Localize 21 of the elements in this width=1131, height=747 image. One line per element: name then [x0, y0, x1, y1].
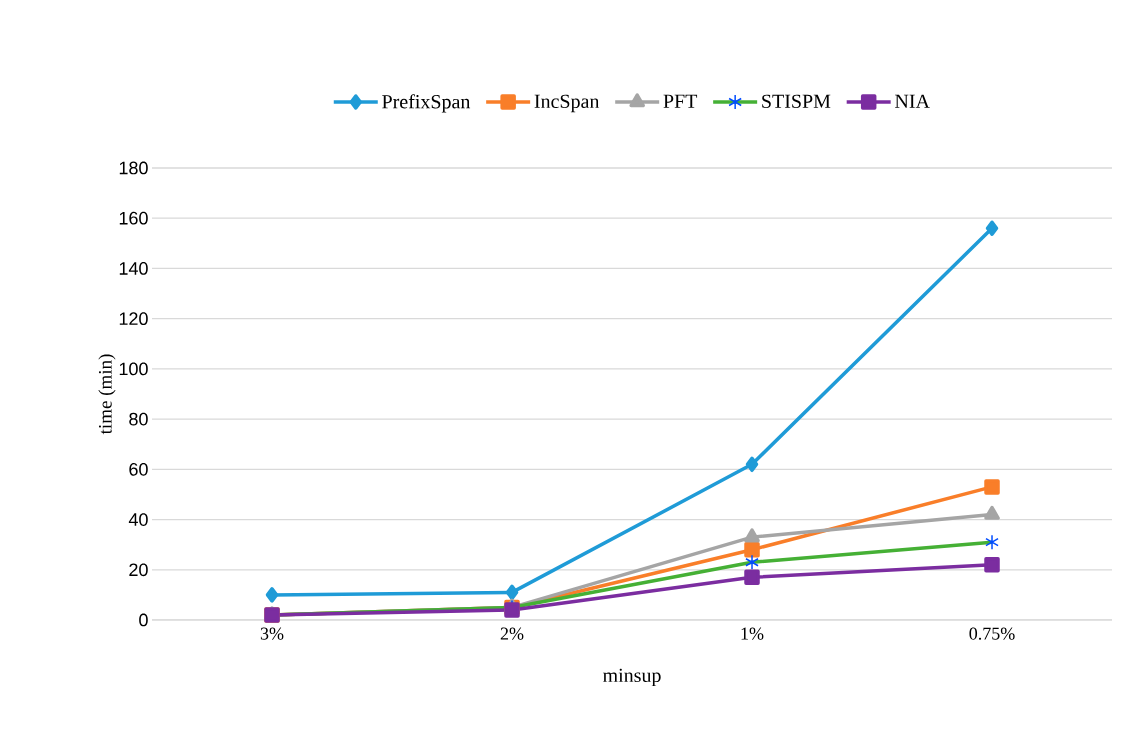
y-tick-label: 20	[129, 563, 148, 577]
y-tick-label: 40	[128, 513, 148, 526]
x-tick-label: 0.75%	[969, 627, 1015, 640]
y-tick-label: 0	[139, 613, 148, 627]
x-tick-label: 1%	[741, 627, 764, 640]
y-tick-label: 60	[129, 462, 148, 476]
x-axis-title: minsup	[602, 668, 661, 687]
x-tick-label: 3%	[260, 627, 284, 640]
legend-label: NIA	[895, 94, 930, 108]
legend-label: PFT	[663, 94, 698, 108]
legend-label: STISPM	[762, 94, 831, 109]
y-tick-label: 120	[119, 312, 148, 326]
legend-label: PrefixSpan	[382, 94, 471, 113]
legend-label: IncSpan	[534, 94, 600, 113]
y-tick-label: 160	[119, 211, 148, 225]
y-tick-label: 140	[119, 262, 148, 275]
y-axis-title: time (min)	[98, 354, 116, 435]
y-tick-label: 80	[129, 412, 148, 426]
y-tick-label: 180	[119, 161, 148, 175]
y-tick-label: 100	[119, 362, 148, 376]
x-tick-label: 2%	[500, 627, 524, 640]
